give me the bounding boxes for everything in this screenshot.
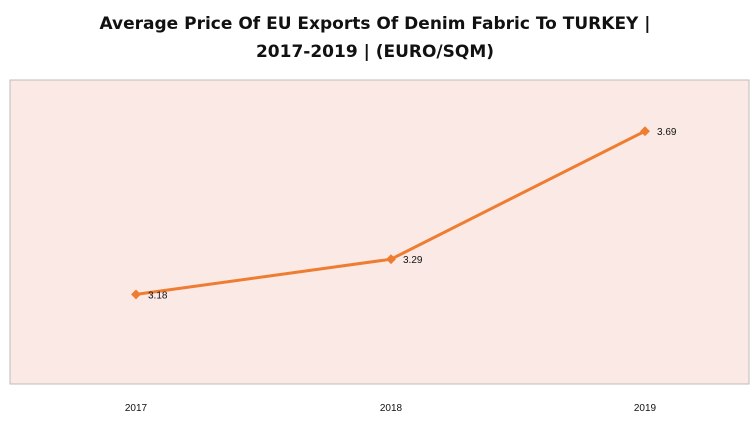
data-point-2019	[640, 126, 650, 137]
plot-area	[9, 79, 750, 385]
data-label-2018: 3.29	[403, 255, 423, 266]
data-point-2017	[131, 289, 141, 300]
chart-title-line-2: 2017-2019 | (EURO/SQM)	[255, 42, 495, 62]
chart-title: Average Price Of EU Exports Of Denim Fab…	[0, 10, 750, 66]
series-layer	[131, 126, 650, 300]
x-axis-tick-layer: 2017 2018 2019	[125, 403, 657, 414]
x-tick-label-2017: 2017	[125, 403, 148, 414]
x-tick-label-2018: 2018	[380, 403, 403, 414]
chart-title-line-1: Average Price Of EU Exports Of Denim Fab…	[99, 14, 651, 34]
x-tick-label-2019: 2019	[634, 403, 657, 414]
data-label-2017: 3.18	[148, 290, 168, 301]
data-label-layer: 3.18 3.29 3.69	[148, 127, 677, 301]
data-point-2018	[386, 254, 396, 265]
data-label-2019: 3.69	[657, 127, 677, 138]
